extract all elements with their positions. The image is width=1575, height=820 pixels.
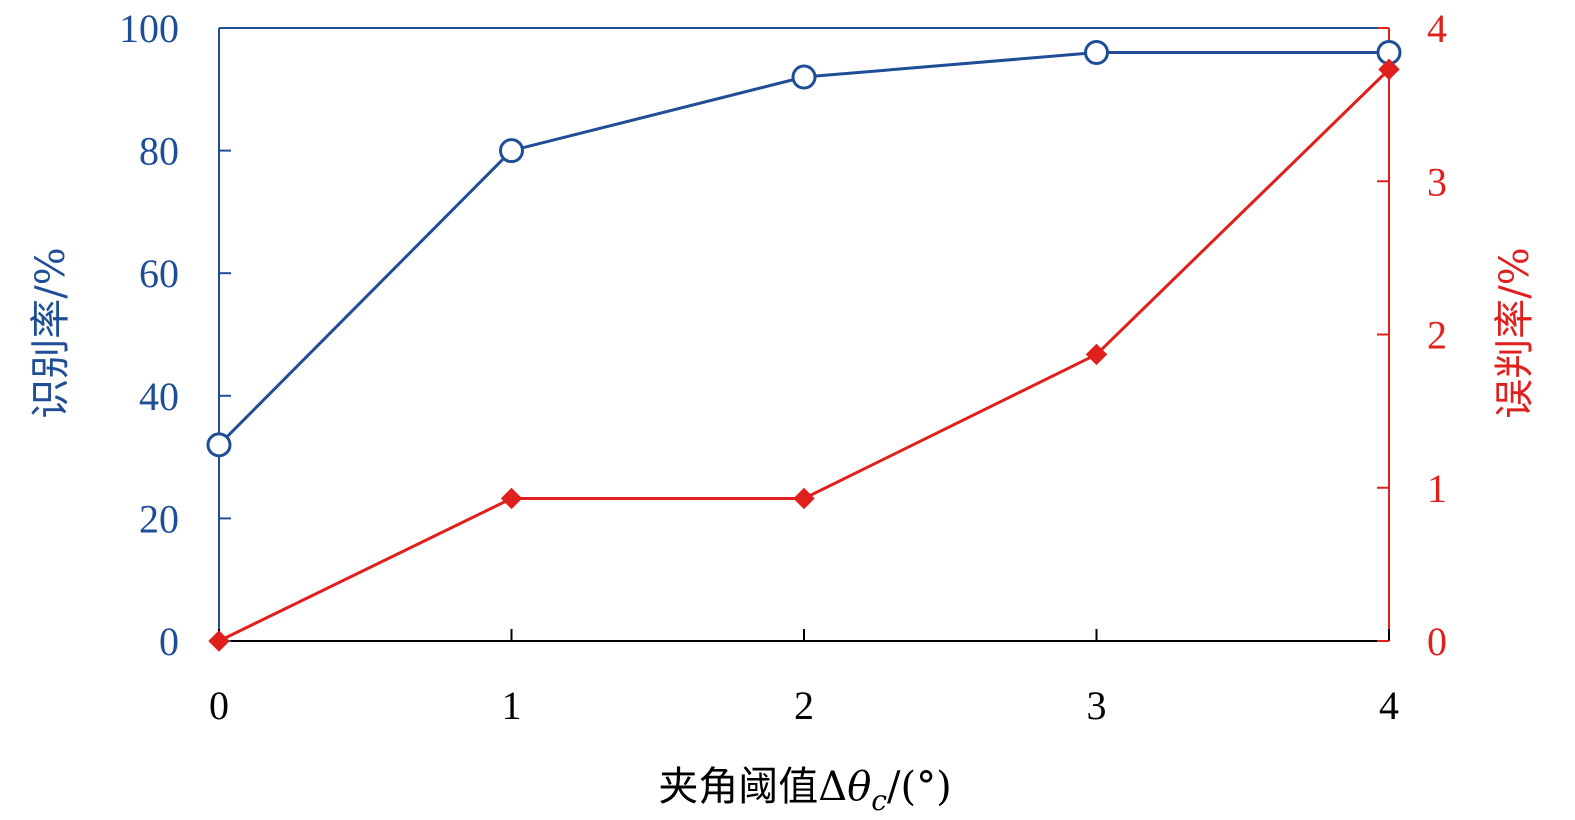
series-0-point [791,64,817,90]
y-right-tick-label: 2 [1427,313,1447,358]
x-tick-label: 1 [502,683,522,728]
y-axis-right-label: 误判率/% [1492,247,1538,418]
series-1-point [793,487,815,510]
y-right-tick-label: 1 [1427,466,1447,511]
y-left-tick-label: 20 [139,496,179,541]
y-left-tick-label: 0 [159,619,179,664]
series-1-point [208,630,230,652]
y-left-tick-label: 80 [139,129,179,174]
x-axis-label-main: 夹角阈值Δ [658,764,847,810]
series-0-point [206,432,232,458]
x-tick-label: 2 [794,683,814,728]
y-axis-left-label: 识别率/% [28,247,74,418]
x-tick-label: 4 [1379,683,1399,728]
series-0-line [217,51,1389,446]
x-tick-label: 3 [1087,683,1107,728]
series-1-line [218,68,1391,643]
y-left-tick-label: 40 [139,374,179,419]
x-axis-label-subscript: c [871,784,887,817]
y-right-tick-label: 4 [1427,6,1447,51]
x-axis-label-theta: θ [847,764,871,810]
axes-group [218,27,1390,642]
x-axis-label: 夹角阈值Δθc/(°) [658,764,951,817]
y-right-tick-label: 0 [1427,619,1447,664]
series-layer [206,40,1402,652]
series-1-point [1085,343,1108,366]
y-right-tick-label: 3 [1427,159,1447,204]
x-tick-label: 0 [209,683,229,728]
series-0-point [499,138,524,164]
series-1-point [500,487,523,510]
series-1-point [1378,58,1400,81]
series-0-point [1084,40,1109,66]
x-axis-label-unit: /(°) [887,764,952,810]
y-left-tick-label: 100 [119,6,179,51]
y-left-tick-label: 60 [139,251,179,296]
